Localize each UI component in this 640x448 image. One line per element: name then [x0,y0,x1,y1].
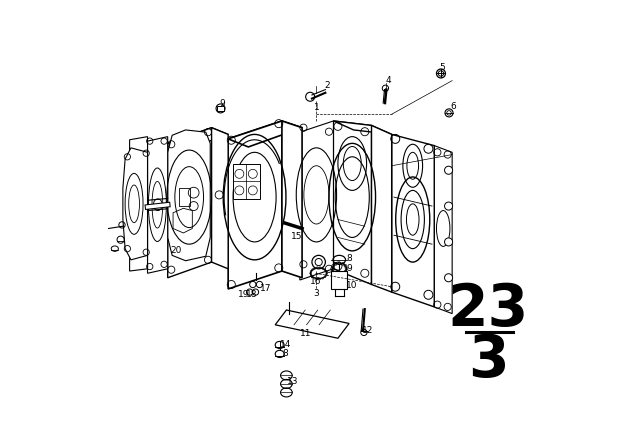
Text: 5: 5 [440,63,445,72]
Bar [232,164,260,199]
Polygon shape [392,134,435,307]
Text: 3: 3 [468,332,508,389]
Polygon shape [300,121,333,280]
Polygon shape [147,137,168,273]
Polygon shape [168,128,228,150]
Polygon shape [123,148,147,260]
Polygon shape [371,125,392,292]
Text: 11: 11 [300,329,312,338]
Polygon shape [333,121,371,284]
Text: 6: 6 [451,102,456,111]
Ellipse shape [445,166,452,174]
Polygon shape [282,121,302,278]
Text: 20: 20 [170,246,181,255]
Polygon shape [168,130,210,261]
Text: 8: 8 [283,349,289,358]
Text: 17: 17 [260,284,271,293]
Polygon shape [168,128,212,278]
Text: 13: 13 [287,377,299,386]
Text: 19: 19 [238,290,250,299]
Ellipse shape [445,202,452,210]
Text: 15: 15 [291,232,302,241]
Polygon shape [275,310,349,338]
Polygon shape [173,208,192,233]
Polygon shape [212,128,228,269]
Text: 8: 8 [347,254,353,263]
Bar [179,188,190,206]
Text: 23: 23 [447,280,529,338]
Text: 3: 3 [314,289,319,298]
Polygon shape [333,121,392,134]
Text: 12: 12 [362,326,374,335]
Ellipse shape [445,238,452,246]
Polygon shape [129,137,147,271]
Text: 10: 10 [346,281,357,290]
Bar [332,271,348,289]
Polygon shape [228,121,302,147]
Text: 1: 1 [314,103,319,112]
Text: 9: 9 [347,264,353,273]
Polygon shape [228,121,282,289]
Text: 4: 4 [385,76,391,85]
Text: 2: 2 [324,81,330,90]
Text: 18: 18 [246,290,258,299]
Text: 14: 14 [280,340,291,349]
Bar [217,106,224,111]
Polygon shape [435,146,452,314]
Text: 16: 16 [310,277,321,286]
Text: 9: 9 [220,99,225,108]
Ellipse shape [445,274,452,282]
